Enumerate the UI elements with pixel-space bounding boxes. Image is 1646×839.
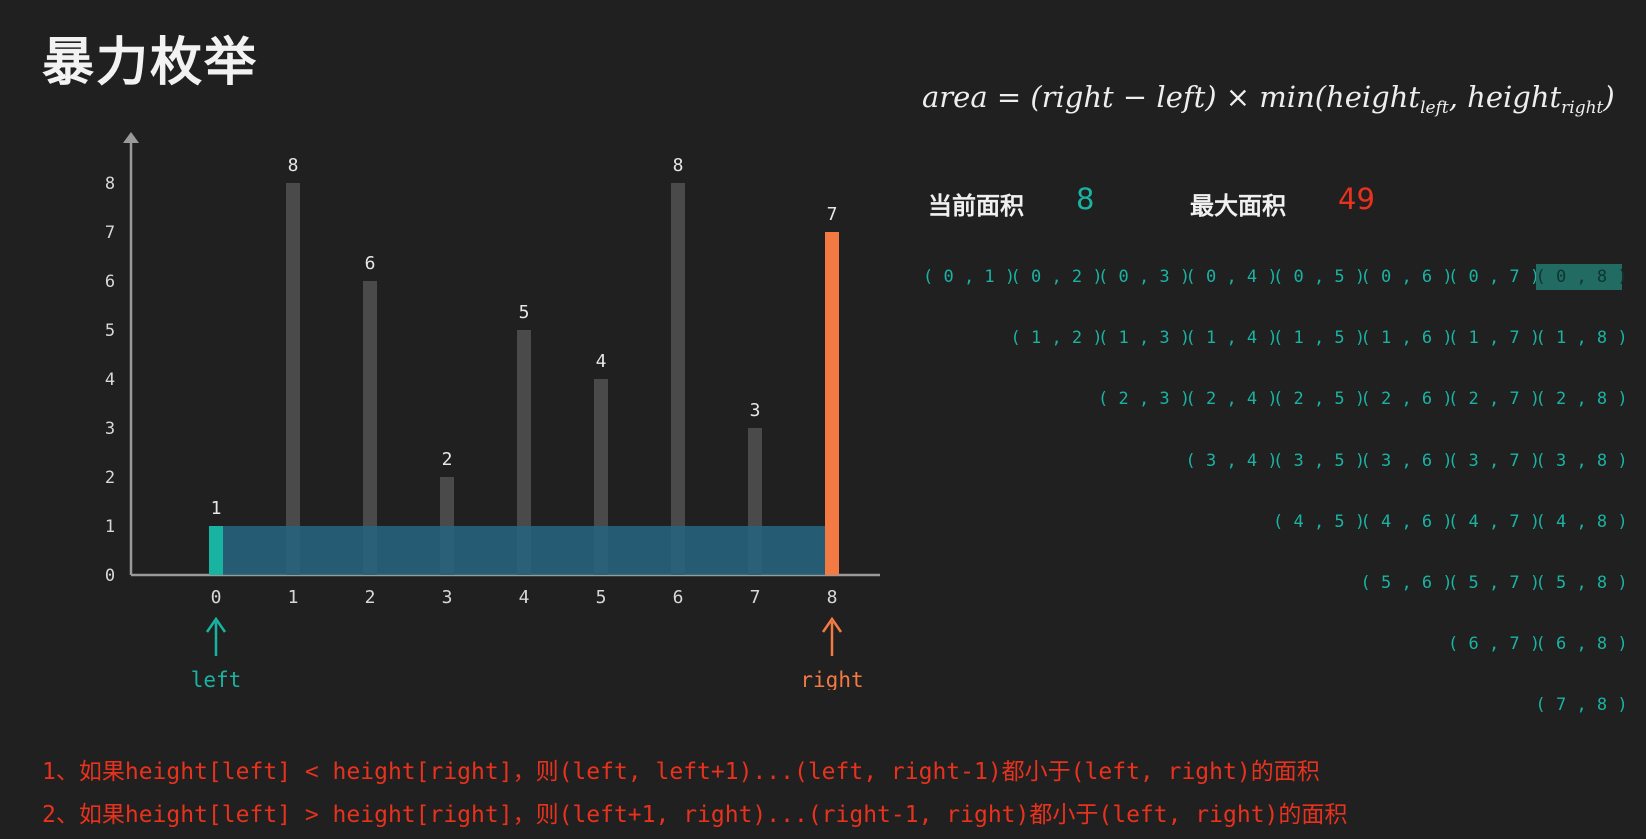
x-tick-label: 3 (442, 587, 453, 608)
y-tick-label: 7 (105, 223, 115, 243)
pair-cell: ( 2 , 3 ) (1098, 389, 1191, 410)
area-formula: area = (right − left) × min(heightleft, … (922, 80, 1615, 118)
pair-cell: ( 0 , 5 ) (1273, 267, 1366, 287)
x-tick-label: 0 (211, 587, 222, 608)
formula-prefix: area = (right − left) × min(height (922, 80, 1421, 114)
note-2: 2、如果height[left] > height[right]，则(left+… (42, 802, 1348, 828)
pair-cell: ( 0 , 4 ) (1185, 267, 1278, 287)
pair-cell: ( 2 , 6 ) (1360, 389, 1453, 410)
bar-value-label: 1 (211, 498, 222, 519)
bar-value-label: 8 (288, 155, 299, 176)
pair-cell: ( 1 , 8 ) (1535, 328, 1628, 349)
pair-cell: ( 0 , 1 ) (923, 267, 1016, 287)
pair-cell: ( 4 , 6 ) (1360, 511, 1453, 532)
x-tick-label: 8 (827, 587, 838, 608)
x-tick-label: 5 (596, 587, 607, 608)
bar (286, 183, 300, 575)
x-tick-label: 4 (519, 587, 530, 608)
page-title: 暴力枚举 (42, 33, 259, 93)
y-tick-label: 5 (105, 321, 115, 341)
bar-value-label: 8 (673, 155, 684, 176)
y-tick-label: 1 (105, 517, 115, 537)
formula-mid: , height (1448, 80, 1562, 114)
bar-value-label: 7 (827, 204, 838, 225)
pair-cell: ( 5 , 7 ) (1448, 573, 1541, 593)
max-area-label: 最大面积 (1190, 192, 1286, 220)
right-arrow-head (821, 616, 843, 633)
bar-value-label: 3 (750, 400, 761, 421)
y-tick-label: 8 (105, 174, 115, 194)
bar (363, 281, 377, 575)
pair-cell: ( 5 , 8 ) (1535, 573, 1628, 593)
bar (671, 183, 685, 575)
pair-cell: ( 1 , 7 ) (1448, 328, 1541, 349)
pair-cell: ( 0 , 2 ) (1010, 267, 1103, 287)
formula-suffix: ) (1603, 80, 1615, 114)
bar-value-label: 4 (596, 351, 607, 372)
pair-cell: ( 3 , 7 ) (1448, 450, 1541, 471)
bar-chart: 0 1 2 3 4 5 6 7 8 1 8 6 2 5 4 8 3 7 0 1 2 3 4 5 6 7 8 left right (105, 132, 880, 690)
left-arrow-head (205, 616, 227, 633)
pair-cell: ( 2 , 5 ) (1273, 389, 1366, 410)
pair-cell: ( 1 , 3 ) (1098, 328, 1191, 349)
y-tick-label: 2 (105, 468, 115, 488)
pair-cell: ( 0 , 6 ) (1360, 267, 1453, 287)
bar (517, 330, 531, 575)
x-tick-label: 6 (673, 587, 684, 608)
y-axis-arrow (123, 132, 139, 143)
pair-cell: ( 3 , 8 ) (1535, 450, 1628, 471)
pair-cell: ( 0 , 8 ) (1535, 264, 1628, 290)
pair-cell: ( 6 , 7 ) (1448, 634, 1541, 655)
pair-cell: ( 1 , 4 ) (1185, 328, 1278, 349)
pair-cell: ( 3 , 6 ) (1360, 450, 1453, 471)
pair-cell: ( 3 , 5 ) (1273, 450, 1366, 471)
x-tick-label: 2 (365, 587, 376, 608)
left-pointer-label: left (191, 668, 242, 690)
current-area-label: 当前面积 (928, 192, 1024, 220)
pair-cell: ( 0 , 7 ) (1448, 267, 1541, 287)
pair-cell: ( 1 , 2 ) (1010, 328, 1103, 349)
pair-cell: ( 4 , 8 ) (1535, 511, 1628, 532)
bar-value-label: 5 (519, 302, 530, 323)
pair-cell: ( 0 , 3 ) (1098, 267, 1191, 287)
pair-cell: ( 4 , 7 ) (1448, 511, 1541, 532)
x-tick-label: 7 (750, 587, 761, 608)
note-1: 1、如果height[left] < height[right]，则(left,… (42, 759, 1320, 785)
pair-cell: ( 2 , 4 ) (1185, 389, 1278, 410)
pair-cell: ( 7 , 8 ) (1535, 695, 1628, 716)
x-tick-label: 1 (288, 587, 299, 608)
bar-value-label: 6 (365, 253, 376, 274)
pair-cell: ( 6 , 8 ) (1535, 634, 1628, 655)
formula-sub-right: right (1561, 98, 1604, 118)
bar (209, 526, 223, 575)
pair-cell: ( 2 , 7 ) (1448, 389, 1541, 410)
right-pointer-label: right (800, 668, 863, 690)
area-rect (223, 526, 825, 575)
y-tick-label: 0 (105, 566, 115, 586)
bar (825, 232, 839, 575)
pair-cell: ( 3 , 4 ) (1185, 450, 1278, 471)
bar-value-label: 2 (442, 449, 453, 470)
pair-cell: ( 1 , 5 ) (1273, 328, 1366, 349)
pair-cell: ( 5 , 6 ) (1360, 573, 1453, 593)
max-area-value: 49 (1338, 182, 1375, 216)
pair-cell: ( 2 , 8 ) (1535, 389, 1628, 410)
current-area-value: 8 (1076, 182, 1095, 216)
pair-cell: ( 4 , 5 ) (1273, 511, 1366, 532)
y-tick-label: 4 (105, 370, 115, 390)
y-tick-label: 6 (105, 272, 115, 292)
pair-cell: ( 1 , 6 ) (1360, 328, 1453, 349)
formula-sub-left: left (1420, 98, 1449, 118)
y-tick-label: 3 (105, 419, 115, 439)
